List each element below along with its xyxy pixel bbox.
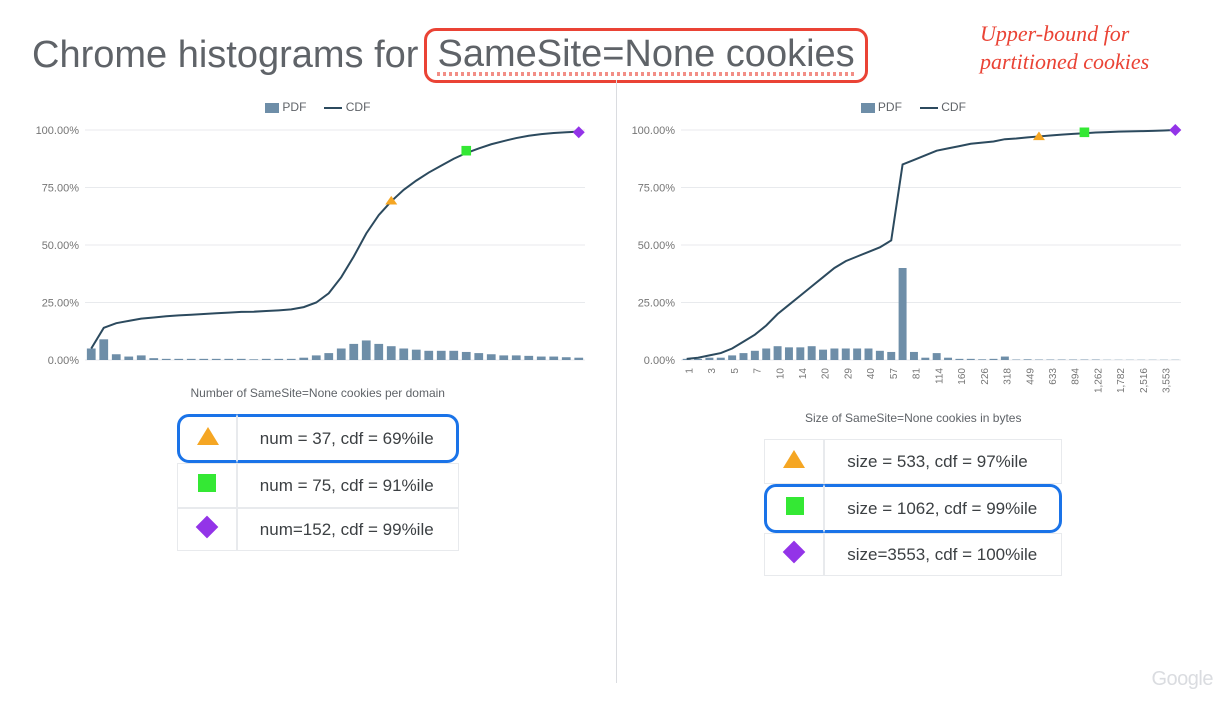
annotation-line-2: partitioned cookies	[980, 48, 1149, 76]
marker-label: num=152, cdf = 99%ile	[237, 508, 459, 551]
marker-row: num = 37, cdf = 69%ile	[177, 414, 459, 463]
triangle-marker-icon	[177, 414, 237, 463]
marker-label: size=3553, cdf = 100%ile	[824, 533, 1062, 576]
right-chart: 0.00%25.00%50.00%75.00%100.00%1357101420…	[626, 120, 1201, 405]
left-chart: 0.00% 25.00% 50.00% 75.00% 100.00%	[30, 120, 605, 380]
svg-text:449: 449	[1025, 368, 1036, 385]
marker-row: size = 1062, cdf = 99%ile	[764, 484, 1062, 533]
marker-label: size = 533, cdf = 97%ile	[824, 439, 1062, 484]
svg-text:75.00%: 75.00%	[42, 183, 80, 195]
marker-label: num = 37, cdf = 69%ile	[237, 414, 459, 463]
right-panel: PDF CDF 0.00% 25.00% 50.00% 75.00% 100.00% 1 3…	[616, 100, 1212, 576]
svg-text:1: 1	[684, 368, 695, 374]
svg-text:894: 894	[1070, 368, 1081, 385]
charts-container: PDF CDF 0.00%25.00%50.00%75.00%100.00% N…	[20, 100, 1211, 576]
svg-text:0.00%: 0.00%	[643, 355, 674, 367]
svg-text:57: 57	[888, 368, 899, 380]
legend-pdf: PDF	[265, 100, 306, 114]
svg-text:29: 29	[843, 368, 854, 380]
legend-cdf: CDF	[324, 100, 370, 114]
title-highlight: SameSite=None cookies	[424, 28, 867, 83]
svg-text:81: 81	[911, 368, 922, 380]
legend-cdf: CDF	[920, 100, 966, 114]
svg-text:1,262: 1,262	[1093, 368, 1104, 393]
right-chart-caption: Size of SameSite=None cookies in bytes	[626, 411, 1202, 425]
svg-text:0.00%: 0.00%	[48, 355, 79, 367]
annotation-line-1: Upper-bound for	[980, 20, 1149, 48]
svg-text:1,782: 1,782	[1116, 368, 1127, 393]
svg-text:226: 226	[979, 368, 990, 385]
marker-row: size=3553, cdf = 100%ile	[764, 533, 1062, 576]
cdf-swatch-icon	[324, 107, 342, 109]
right-legend: PDF CDF	[626, 100, 1202, 114]
svg-text:40: 40	[866, 368, 877, 380]
svg-text:318: 318	[1002, 368, 1013, 385]
title-prefix: Chrome histograms for	[32, 34, 418, 77]
pdf-swatch-icon	[861, 103, 875, 113]
svg-text:114: 114	[934, 368, 945, 384]
left-legend: PDF CDF	[30, 100, 606, 114]
svg-text:7: 7	[752, 368, 763, 374]
svg-text:20: 20	[820, 368, 831, 380]
svg-text:14: 14	[798, 368, 809, 380]
google-logo: Google	[1152, 668, 1214, 691]
left-panel: PDF CDF 0.00% 25.00% 50.00% 75.00% 100.00% N…	[20, 100, 616, 576]
right-marker-table: size = 533, cdf = 97%ilesize = 1062, cdf…	[764, 439, 1062, 576]
annotation-handwritten: Upper-bound for partitioned cookies	[980, 20, 1149, 75]
marker-row: size = 533, cdf = 97%ile	[764, 439, 1062, 484]
diamond-marker-icon	[177, 508, 237, 551]
left-marker-table: num = 37, cdf = 69%ilenum = 75, cdf = 91…	[177, 414, 459, 551]
svg-text:100.00%: 100.00%	[36, 125, 80, 137]
svg-text:50.00%: 50.00%	[637, 240, 675, 252]
marker-label: size = 1062, cdf = 99%ile	[824, 484, 1062, 533]
svg-text:633: 633	[1048, 368, 1059, 385]
svg-text:75.00%: 75.00%	[637, 183, 675, 195]
square-marker-icon	[177, 463, 237, 508]
page-title-row: Chrome histograms for SameSite=None cook…	[32, 28, 868, 83]
svg-text:5: 5	[729, 368, 740, 374]
svg-text:2,516: 2,516	[1138, 368, 1149, 393]
diamond-marker-icon	[764, 533, 824, 576]
svg-text:10: 10	[775, 368, 786, 380]
pdf-swatch-icon	[265, 103, 279, 113]
left-chart-caption: Number of SameSite=None cookies per doma…	[30, 386, 606, 400]
marker-row: num = 75, cdf = 91%ile	[177, 463, 459, 508]
svg-text:3: 3	[707, 368, 718, 374]
legend-pdf: PDF	[861, 100, 902, 114]
marker-label: num = 75, cdf = 91%ile	[237, 463, 459, 508]
square-marker-icon	[764, 484, 824, 533]
cdf-swatch-icon	[920, 107, 938, 109]
svg-text:160: 160	[957, 368, 968, 385]
svg-text:100.00%: 100.00%	[631, 125, 675, 137]
svg-text:3,553: 3,553	[1161, 368, 1172, 393]
marker-row: num=152, cdf = 99%ile	[177, 508, 459, 551]
triangle-marker-icon	[764, 439, 824, 484]
svg-text:50.00%: 50.00%	[42, 240, 80, 252]
svg-text:25.00%: 25.00%	[637, 298, 675, 310]
svg-text:25.00%: 25.00%	[42, 298, 80, 310]
